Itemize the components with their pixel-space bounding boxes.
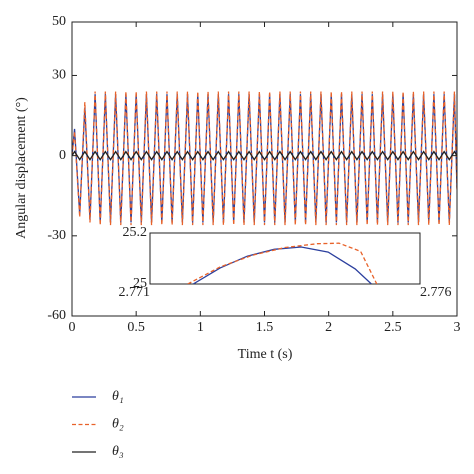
- x-tick-label: 0.5: [127, 320, 145, 335]
- legend-label: θ₃: [112, 444, 124, 459]
- y-axis-label: Angular displacement (°): [14, 97, 29, 239]
- y-tick-label: 0: [59, 148, 66, 163]
- x-axis-label: Time t (s): [238, 347, 293, 362]
- y-tick-label: -60: [47, 308, 66, 323]
- legend-label: θ₁: [112, 389, 124, 404]
- series-line: [72, 91, 457, 226]
- series-line: [187, 242, 378, 284]
- series-line: [72, 150, 457, 161]
- x-tick-label: 3: [454, 320, 461, 335]
- x-tick-label: 1.5: [256, 320, 274, 335]
- x-tick-label: 2: [325, 320, 332, 335]
- x-tick-label: 1: [197, 320, 204, 335]
- y-tick-label: 30: [52, 68, 66, 83]
- inset-x-tick-label: 2.771: [119, 285, 151, 300]
- inset-x-tick-label: 2.776: [420, 285, 452, 300]
- x-tick-label: 0: [69, 320, 76, 335]
- inset-y-tick-label: 25: [133, 276, 147, 291]
- inset-frame: [149, 232, 421, 285]
- y-tick-label: -30: [47, 228, 66, 243]
- inset-y-tick-label: 25.2: [123, 225, 148, 240]
- inset-plot-area: [187, 242, 378, 284]
- plot-area: [72, 91, 457, 226]
- series-line: [72, 94, 457, 223]
- series-line: [192, 246, 372, 284]
- legend-label: θ₂: [112, 417, 124, 432]
- y-tick-label: 50: [52, 14, 66, 29]
- x-tick-label: 2.5: [384, 320, 402, 335]
